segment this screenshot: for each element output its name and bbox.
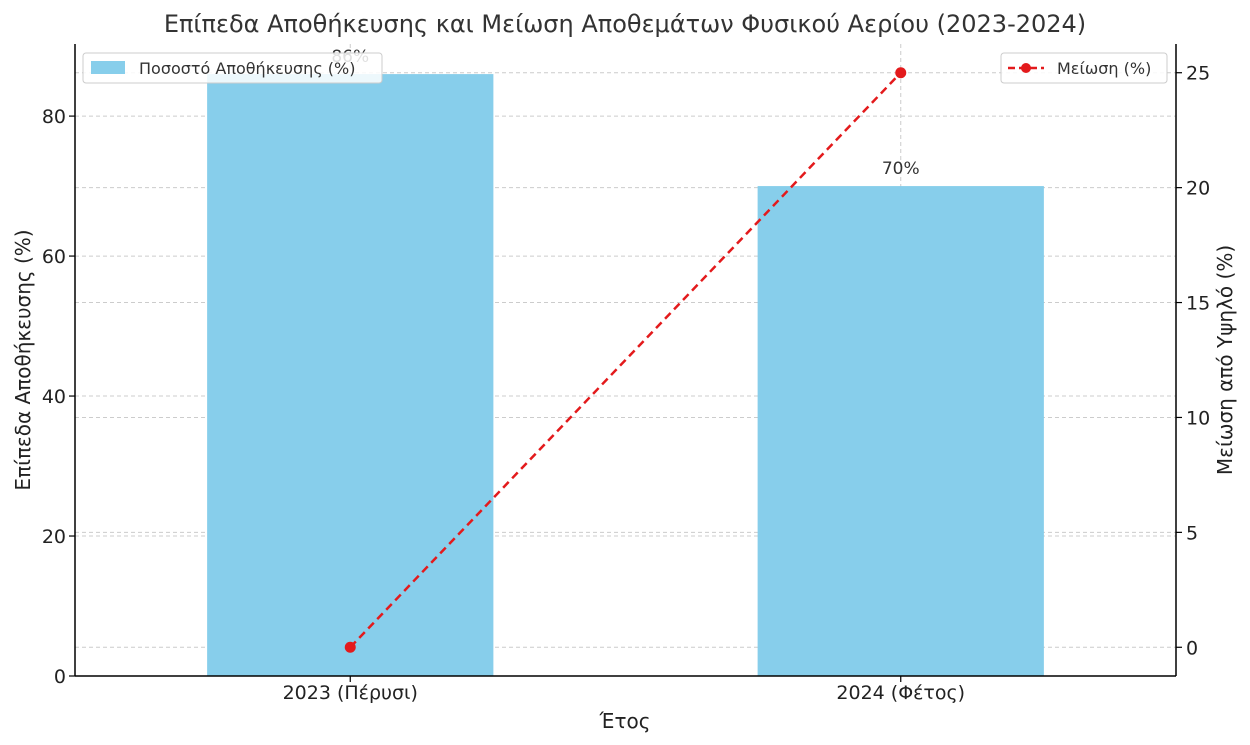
legend-line-marker	[1021, 63, 1031, 73]
bar-series	[207, 74, 1044, 677]
y-right-tick-label-3: 15	[1186, 293, 1210, 315]
y-axis-left-label: Επίπεδα Αποθήκευσης (%)	[11, 229, 35, 490]
line-series	[344, 67, 907, 653]
legend-bar-swatch	[91, 61, 125, 74]
y-left-tick-label-0: 0	[54, 666, 66, 688]
bar-value-label-1: 70%	[882, 159, 920, 179]
legend-bar-label: Ποσοστό Αποθήκευσης (%)	[139, 59, 355, 78]
legend-bar: Ποσοστό Αποθήκευσης (%)	[82, 52, 383, 84]
legend-bar-frame	[82, 52, 383, 84]
y-right-tick-label-1: 5	[1186, 522, 1198, 544]
y-axis-right-label: Μείωση από Υψηλό (%)	[1213, 245, 1237, 475]
bar-0	[207, 74, 494, 677]
chart-title: Επίπεδα Αποθήκευσης και Μείωση Αποθεμάτω…	[164, 10, 1086, 38]
y-right-tick-label-5: 25	[1186, 63, 1210, 85]
y-left-tick-label-2: 40	[42, 386, 66, 408]
y-right-tick-label-2: 10	[1186, 407, 1210, 429]
axes	[74, 44, 1177, 677]
bar-1	[757, 186, 1044, 676]
x-axis-label: Έτος	[599, 709, 651, 733]
y-left-tick-label-4: 80	[42, 106, 66, 128]
x-tick-label-0: 2023 (Πέρυσι)	[283, 682, 418, 704]
tick-labels: 0 20 40 60 80 0 5 10 15 20 25 2023 (Πέρυσι) 2024 (Φέ…	[42, 63, 1210, 704]
x-tick-label-1: 2024 (Φέτος)	[836, 682, 965, 704]
y-right-tick-label-4: 20	[1186, 178, 1210, 200]
line-point-1	[895, 67, 907, 79]
line-series-path	[349, 71, 902, 649]
line-point-0	[344, 641, 356, 653]
legend-line: Μείωση (%)	[1000, 52, 1168, 84]
legend-line-label: Μείωση (%)	[1057, 59, 1151, 78]
y-right-tick-label-0: 0	[1186, 637, 1198, 659]
legend-line-frame	[1000, 52, 1168, 84]
y-left-tick-label-1: 20	[42, 526, 66, 548]
y-left-tick-label-3: 60	[42, 246, 66, 268]
